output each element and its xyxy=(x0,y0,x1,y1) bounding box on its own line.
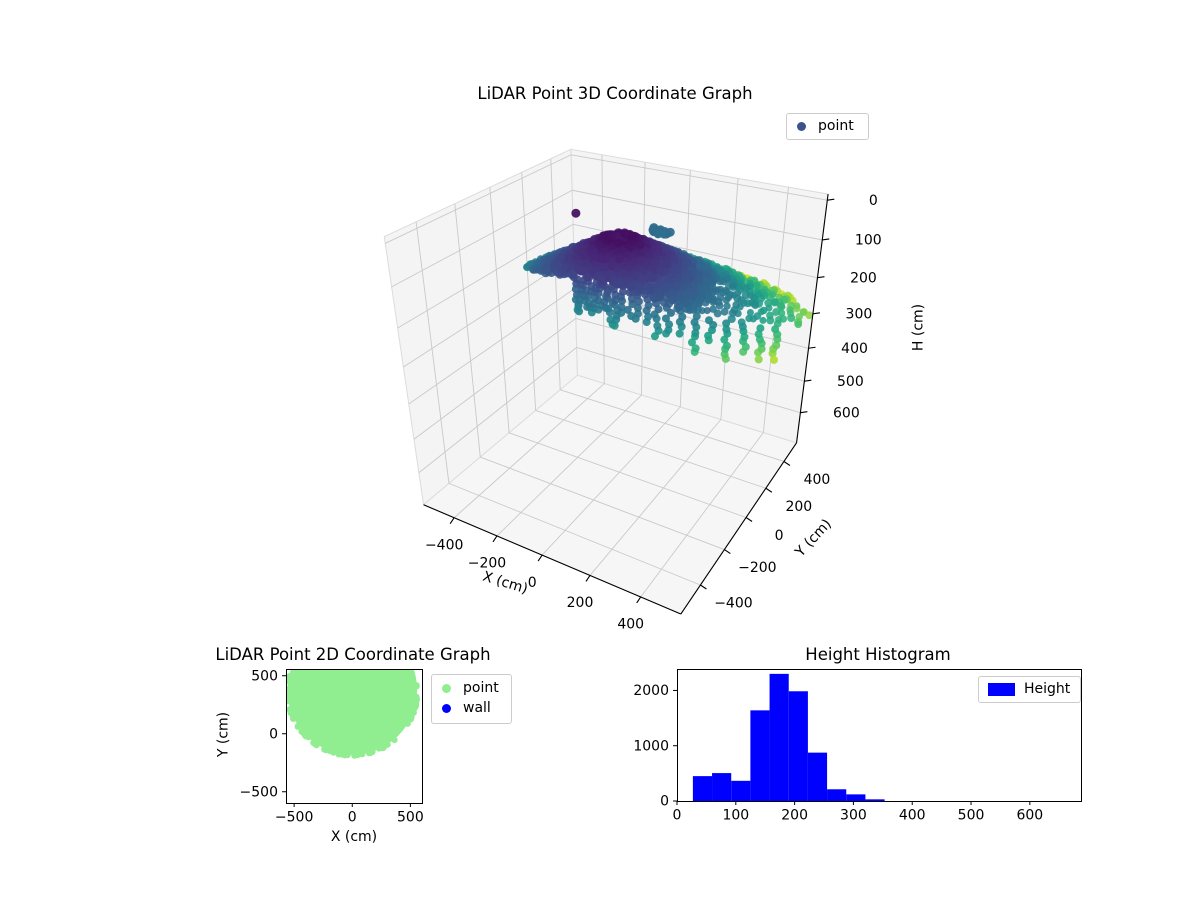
plot2d-xaxis-label: X (cm) xyxy=(330,829,378,845)
plot3d-title: LiDAR Point 3D Coordinate Graph xyxy=(477,84,753,103)
plot2d-yaxis-label: Y (cm) xyxy=(215,711,232,758)
height-swatch-icon xyxy=(988,683,1015,696)
plot3d-legend-label: point xyxy=(818,118,854,134)
plot3d-legend: point xyxy=(786,113,869,140)
plot2d-legend: point wall xyxy=(431,674,512,724)
plot3d-zaxis-label: H (cm) xyxy=(910,303,927,352)
point-marker-icon xyxy=(442,684,451,693)
point-marker-icon xyxy=(797,122,806,131)
hist-title: Height Histogram xyxy=(805,645,951,664)
hist-legend: Height xyxy=(978,676,1082,703)
plot2d-legend-label-point: point xyxy=(463,680,499,696)
hist-legend-label: Height xyxy=(1024,681,1071,697)
wall-marker-icon xyxy=(442,704,451,713)
plot2d-title: LiDAR Point 2D Coordinate Graph xyxy=(215,645,491,664)
plot2d-legend-label-wall: wall xyxy=(463,700,491,716)
